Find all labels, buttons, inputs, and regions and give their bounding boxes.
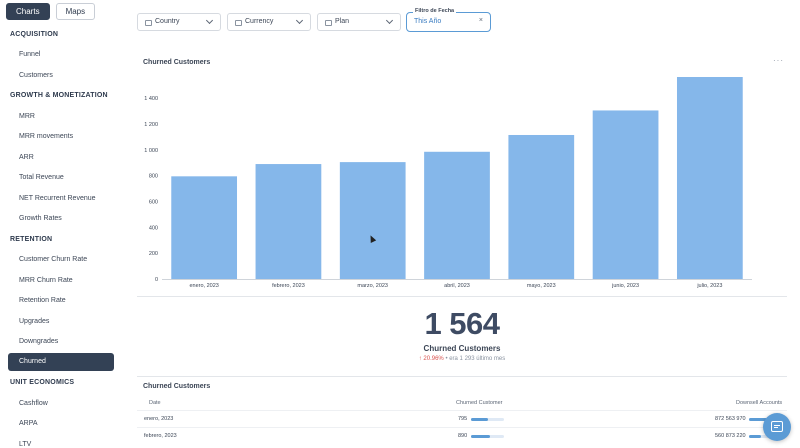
row-churned-bar (471, 418, 504, 421)
more-options-icon[interactable]: ··· (773, 56, 784, 65)
bar-6 (676, 77, 743, 279)
maps-toggle-button[interactable]: Maps (55, 3, 96, 20)
kpi-value: 1 564 (424, 306, 500, 341)
sidebar-item-net-recurrent-revenue[interactable]: NET Recurrent Revenue (19, 195, 96, 202)
chat-icon (771, 421, 783, 432)
sidebar-section-growth: GROWTH & MONETIZATION (10, 92, 108, 99)
sidebar-item-retention-rate[interactable]: Retention Rate (19, 297, 66, 304)
y-tick-label: 400 (149, 225, 158, 231)
date-filter[interactable]: Filtro de Fecha This Año × (406, 8, 491, 32)
chevron-down-icon (295, 16, 304, 25)
y-tick-label: 1 000 (144, 148, 158, 154)
chevron-down-icon (385, 16, 394, 25)
bar-3 (424, 151, 490, 279)
date-filter-value: This Año (414, 18, 442, 25)
currency-filter-label: Currency (245, 18, 274, 25)
x-tick-label: junio, 2023 (611, 283, 639, 289)
plan-filter-label: Plan (335, 18, 350, 25)
chevron-down-icon (205, 16, 214, 25)
sidebar-section-acquisition: ACQUISITION (10, 31, 59, 38)
clear-date-icon[interactable]: × (478, 17, 483, 24)
row-downsell-value: 872 563 970 (715, 416, 746, 422)
row-downsell-bar (749, 435, 769, 438)
kpi-label: Churned Customers (423, 344, 501, 353)
kpi-change: ↑ 20.96% • era 1 293 último mes (380, 356, 544, 362)
divider (137, 376, 787, 377)
row-churned-bar (471, 435, 504, 438)
x-tick-label: febrero, 2023 (272, 283, 305, 289)
sidebar-item-cashflow[interactable]: Cashflow (19, 400, 48, 407)
view-toggle: Charts Maps (6, 3, 96, 20)
bar-2 (339, 162, 406, 279)
x-tick-label: abril, 2023 (444, 283, 470, 289)
sidebar-item-arpa[interactable]: ARPA (19, 420, 38, 427)
sidebar-item-customer-churn-rate[interactable]: Customer Churn Rate (19, 256, 88, 263)
sidebar-item-mrr[interactable]: MRR (19, 113, 35, 120)
currency-filter[interactable]: Currency (227, 13, 311, 31)
chat-icon-line (774, 427, 778, 428)
x-tick-label: enero, 2023 (189, 283, 218, 289)
y-tick-label: 1 200 (144, 122, 158, 128)
country-filter[interactable]: Country (137, 13, 221, 31)
row-date: febrero, 2023 (144, 433, 177, 439)
y-tick-label: 0 (155, 277, 158, 283)
sidebar-item-upgrades[interactable]: Upgrades (19, 318, 50, 325)
sidebar-item-arr[interactable]: ARR (19, 154, 34, 161)
sidebar-item-ltv[interactable]: LTV (19, 441, 32, 448)
chart-title: Churned Customers (143, 59, 211, 66)
charts-toggle-button[interactable]: Charts (6, 3, 50, 20)
row-date: enero, 2023 (144, 416, 174, 422)
row-churned-bar-fill (471, 418, 488, 421)
plan-filter[interactable]: Plan (317, 13, 401, 31)
sidebar-item-downgrades[interactable]: Downgrades (19, 338, 59, 345)
row-downsell-bar-fill (749, 435, 761, 438)
country-filter-label: Country (155, 18, 180, 25)
column-header-churned[interactable]: Churned Customer (456, 400, 503, 406)
row-churned-value: 890 (458, 433, 468, 439)
sidebar-section-unit-economics: UNIT ECONOMICS (10, 379, 75, 386)
y-tick-label: 1 400 (144, 96, 158, 102)
sidebar-section-retention: RETENTION (10, 236, 53, 243)
x-tick-label: julio, 2023 (696, 283, 722, 289)
filter-icon (325, 20, 332, 26)
bar-5 (592, 110, 659, 279)
row-divider (137, 410, 787, 411)
filter-icon (235, 20, 242, 26)
column-header-date[interactable]: Date (149, 400, 161, 406)
kpi-previous-note: • era 1 293 último mes (445, 356, 506, 362)
row-downsell-value: 560 873 220 (715, 433, 746, 439)
bar-1 (255, 164, 322, 279)
row-downsell-bar-fill (749, 418, 767, 421)
row-downsell-bar (749, 418, 769, 421)
bar-4 (508, 134, 575, 279)
x-tick-label: marzo, 2023 (357, 283, 388, 289)
arrow-up-icon: ↑ (418, 356, 422, 362)
sidebar-item-growth-rates[interactable]: Growth Rates (19, 215, 62, 222)
kpi-change-percent: 20.96% (423, 356, 444, 362)
table-title: Churned Customers (143, 383, 211, 390)
x-tick-label: mayo, 2023 (527, 283, 556, 289)
date-filter-caption: Filtro de Fecha (413, 8, 457, 14)
sidebar: Charts Maps ACQUISITION Funnel Customers… (0, 0, 122, 448)
sidebar-item-mrr-movements[interactable]: MRR movements (19, 133, 74, 140)
row-churned-bar-fill (471, 435, 490, 438)
bar-0 (171, 176, 238, 279)
row-churned-value: 795 (458, 416, 468, 422)
y-tick-label: 200 (149, 251, 158, 257)
sidebar-item-mrr-churn-rate[interactable]: MRR Churn Rate (19, 277, 73, 284)
column-header-downsell[interactable]: Downsell Accounts (736, 400, 783, 406)
y-tick-label: 800 (149, 174, 158, 180)
y-tick-label: 600 (149, 200, 158, 206)
row-divider (137, 427, 787, 428)
sidebar-item-customers[interactable]: Customers (19, 72, 53, 79)
chat-support-button[interactable] (763, 413, 791, 441)
sidebar-item-churned[interactable]: Churned (8, 353, 114, 371)
divider (137, 296, 787, 297)
filter-icon (145, 20, 152, 26)
sidebar-item-total-revenue[interactable]: Total Revenue (19, 174, 64, 181)
churned-customers-chart: 0 200 400 600 800 1 000 1 200 1 400 enero, 2023 f… (144, 77, 752, 289)
sidebar-item-funnel[interactable]: Funnel (19, 51, 41, 58)
chat-icon-line (774, 425, 780, 426)
